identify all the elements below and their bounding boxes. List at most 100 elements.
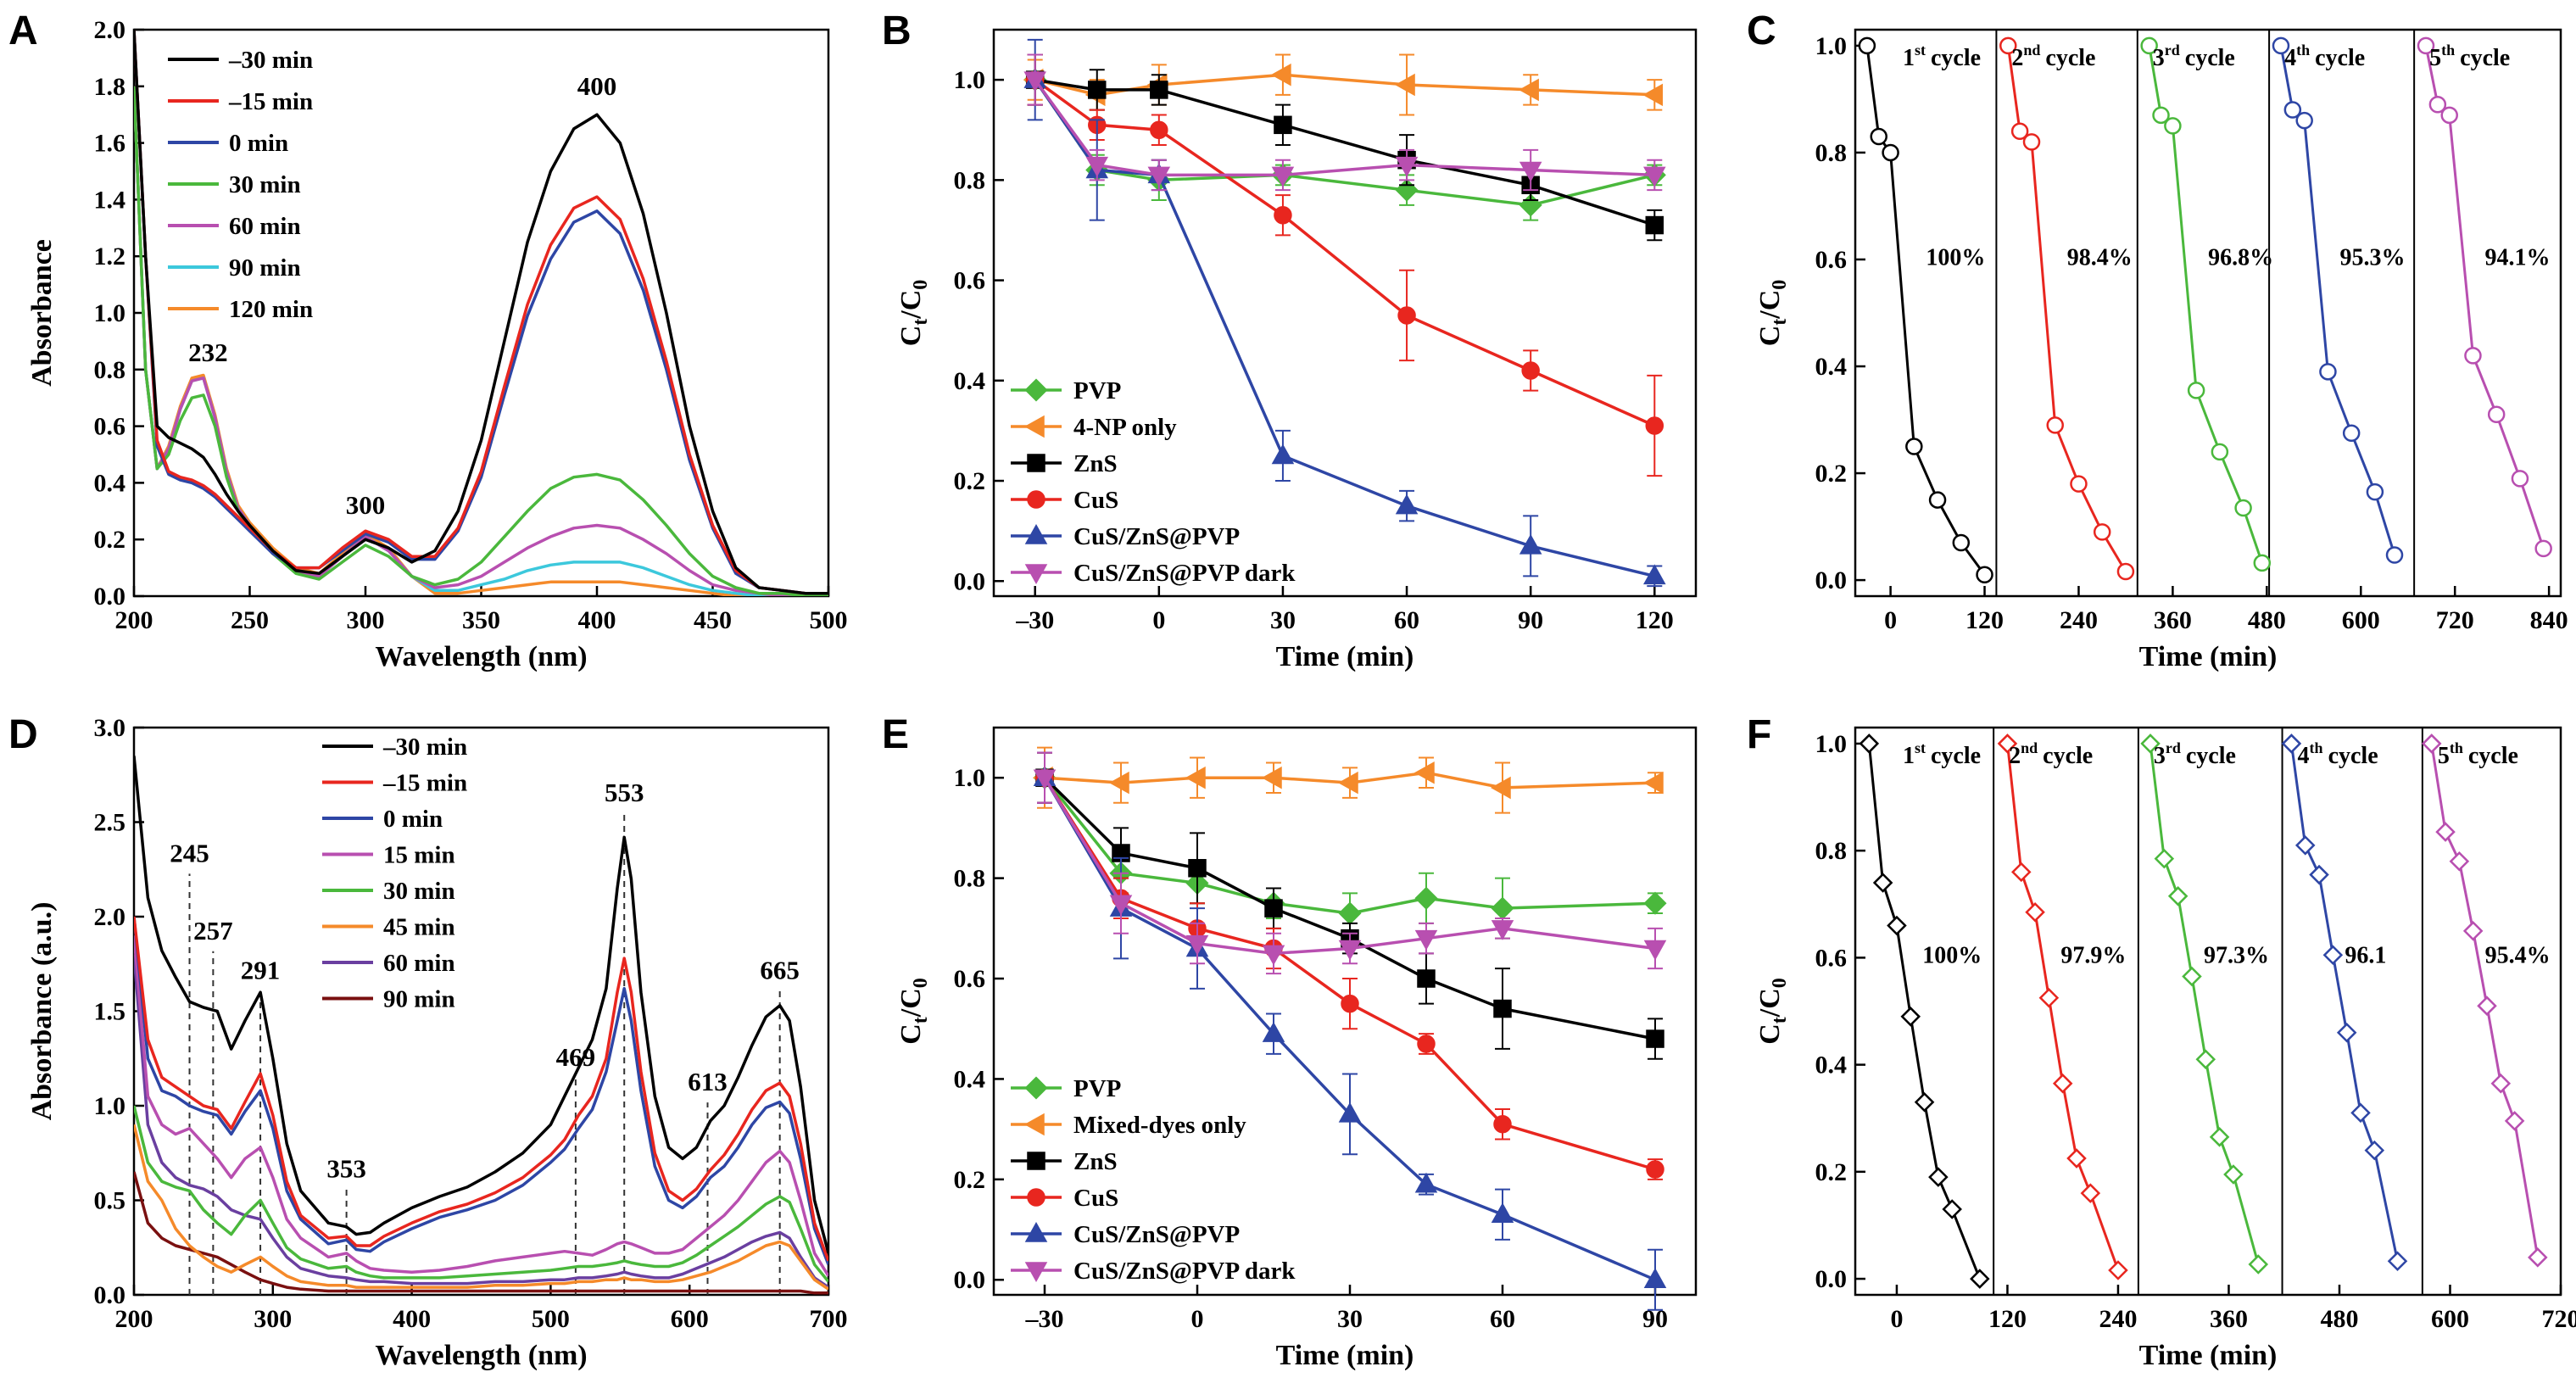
panel-d-peak-label: 665 <box>760 956 800 985</box>
panel-e-data-point <box>1262 1022 1285 1042</box>
panel-f-cycle-line <box>2289 743 2399 1262</box>
panel-f-data-point <box>2364 1140 2385 1161</box>
panel-d-series-line <box>134 1105 828 1283</box>
panel-d-series-group <box>134 756 828 1295</box>
panel-b-x-tick-label: 30 <box>1270 606 1296 634</box>
panel-b-data-point <box>1274 115 1292 135</box>
panel-f-data-point <box>2435 822 2456 842</box>
panel-d-legend-entry: 0 min <box>383 806 443 833</box>
panel-f-cycle-line <box>1867 743 1982 1280</box>
panel-e-data-point <box>1490 776 1511 800</box>
panel-c-x-tick-label: 840 <box>2530 606 2568 634</box>
panel-e-legend-marker <box>1024 1262 1048 1283</box>
panel-b-x-tick-label: –30 <box>1015 606 1054 634</box>
panel-a-y-tick-label: 1.8 <box>94 73 126 101</box>
panel-b-series-line <box>1034 78 1656 427</box>
panel-f-cycle-line <box>2149 743 2260 1265</box>
panel-c-x-tick-label: 480 <box>2248 606 2286 634</box>
panel-c-cycle-efficiency: 100% <box>1926 244 1985 271</box>
panel-b-legend-entry: CuS/ZnS@PVP dark <box>1073 560 1296 587</box>
panel-f-y-tick-label: 0.8 <box>1815 837 1848 865</box>
panel-b-y-tick-label: 0.0 <box>954 567 986 595</box>
panel-b-y-tick-label: 1.0 <box>954 66 986 94</box>
panel-f-data-point <box>2309 864 2329 885</box>
panel-e-x-tick-label: 30 <box>1337 1305 1363 1333</box>
panel-a-x-tick-label: 250 <box>231 606 269 634</box>
panel-d-y-tick-label: 3.0 <box>94 714 126 742</box>
panel-a-series-group <box>134 30 828 596</box>
panel-a-series-line <box>134 86 828 596</box>
panel-e-data-point <box>1493 999 1512 1018</box>
panel-e-data-point <box>1264 899 1283 918</box>
panel-c-data-point <box>2440 106 2458 125</box>
panel-a-peak-label: 232 <box>188 337 228 367</box>
panel-c-cycle-efficiency: 95.3% <box>2339 244 2405 271</box>
panel-c-data-point <box>2152 106 2170 125</box>
panel-e-data-point <box>1341 994 1359 1013</box>
panel-d-peak-label: 291 <box>241 956 281 985</box>
panel-a-y-axis-label: Absorbance <box>26 239 58 387</box>
panel-f-y-tick-label: 0.2 <box>1815 1158 1848 1186</box>
panel-d-peak-label: 353 <box>326 1154 366 1184</box>
panel-d-legend-entry: 15 min <box>383 842 455 869</box>
panel-c-y-tick-label: 0.6 <box>1815 246 1848 274</box>
panel-f-data-point <box>1942 1199 1962 1219</box>
panel-f-data-point <box>2504 1111 2525 1131</box>
panel-d-chart: 200 300 400 500 600 700 0.0 0.5 1.0 1.5 2.0 2.5 3.0 W… <box>26 714 848 1371</box>
panel-e-x-tick-label: –30 <box>1025 1305 1064 1333</box>
panel-f-data-point <box>1859 733 1880 754</box>
panel-b-legend-marker <box>1027 490 1045 509</box>
panel-d-series-line <box>134 916 828 1265</box>
panel-c-y-tick-label: 0.2 <box>1815 460 1848 488</box>
panel-a-x-tick-label: 300 <box>347 606 385 634</box>
panel-f-frame <box>1854 726 2562 1297</box>
panel-b-x-tick-label: 90 <box>1518 606 1543 634</box>
panel-b-x-tick-label: 60 <box>1394 606 1419 634</box>
panel-c-data-point <box>2295 111 2313 130</box>
panel-label-f: F <box>1747 712 1771 757</box>
panel-e-data-point <box>1338 940 1362 961</box>
panel-e-y-tick-label: 0.4 <box>954 1065 986 1093</box>
panel-f-data-point <box>2066 1148 2087 1169</box>
panel-f-cycle-label: 3rd cycle <box>2154 739 2236 769</box>
panel-e-series-line <box>1043 777 1656 956</box>
panel-f-y-tick-label: 0.6 <box>1815 944 1848 972</box>
panel-f-data-point <box>2167 886 2188 906</box>
panel-b-x-tick-label: 0 <box>1152 606 1165 634</box>
panel-c-data-point <box>2283 101 2302 119</box>
panel-d-peak-label: 553 <box>605 778 644 807</box>
panel-c-data-point <box>2511 470 2529 488</box>
panel-a-y-tick-label: 2.0 <box>94 16 126 44</box>
panel-e-data-point <box>1188 859 1207 878</box>
panel-f-cycle-efficiency: 97.3% <box>2204 943 2269 969</box>
panel-b-x-tick-label: 120 <box>1636 606 1674 634</box>
panel-f-x-tick-label: 720 <box>2542 1305 2576 1333</box>
panel-d-y-tick-label: 1.0 <box>94 1092 126 1120</box>
panel-label-b: B <box>882 8 912 53</box>
panel-d-x-tick-label: 500 <box>532 1305 570 1333</box>
panel-c-x-axis-label: Time (min) <box>2139 641 2278 672</box>
panel-f-data-point <box>2336 1022 2357 1043</box>
panel-b-legend-entry: CuS <box>1073 487 1118 514</box>
panel-b-data-point <box>1645 215 1664 235</box>
panel-e-data-point <box>1413 761 1435 784</box>
panel-e-data-point <box>1108 771 1129 795</box>
panel-a-x-tick-label: 400 <box>578 606 616 634</box>
panel-label-d: D <box>8 712 38 757</box>
panel-f-data-point <box>2528 1247 2548 1268</box>
panel-b-data-point <box>1519 533 1542 555</box>
panel-d-x-tick-label: 700 <box>810 1305 848 1333</box>
panel-e-legend-entry: CuS/ZnS@PVP <box>1073 1221 1240 1248</box>
panel-a-peak-label: 300 <box>346 490 386 520</box>
panel-f-data-point <box>2490 1073 2512 1094</box>
panel-f-data-point <box>2387 1251 2408 1272</box>
panel-f-data-point <box>2350 1102 2371 1124</box>
panel-e-data-point <box>1642 771 1664 795</box>
panel-d-legend-entry: 30 min <box>383 878 455 905</box>
panel-b-legend-entry: 4-NP only <box>1073 414 1177 441</box>
panel-b-data-point <box>1645 416 1664 435</box>
panel-c-data-point <box>2253 554 2272 572</box>
panel-d-legend-entry: 90 min <box>383 986 455 1013</box>
panel-f-data-point <box>2038 987 2060 1008</box>
panel-c-y-tick-label: 0.0 <box>1815 566 1848 594</box>
